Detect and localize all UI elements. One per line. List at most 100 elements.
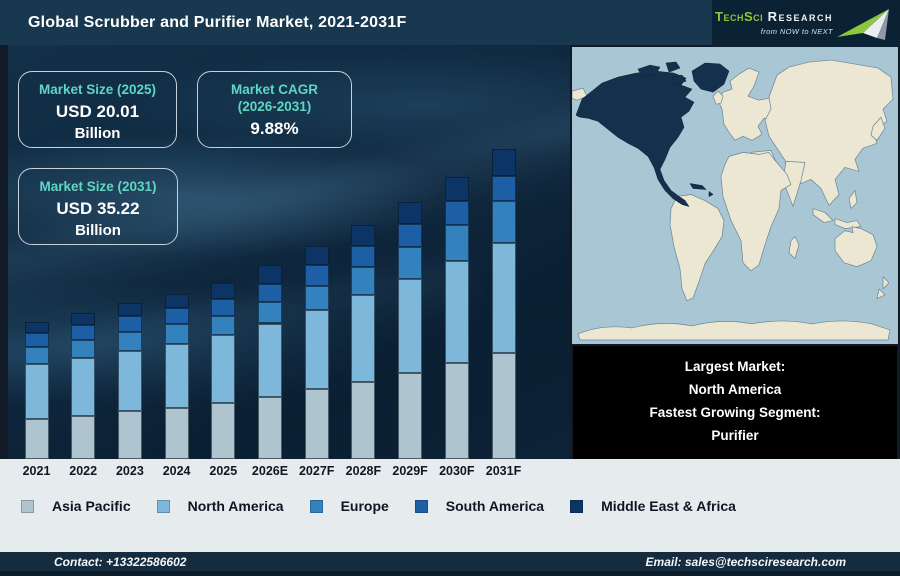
bar-segment-europe xyxy=(258,302,282,324)
map-australia xyxy=(834,226,878,268)
bar-segment-europe xyxy=(491,201,516,244)
stat-unit: Billion xyxy=(74,125,121,142)
bar-segment-north-america xyxy=(491,243,516,354)
legend-swatch xyxy=(21,499,34,513)
x-axis-label: 2022 xyxy=(69,464,98,478)
bar-segment-middle-east-africa xyxy=(164,293,189,308)
bar-segment-north-america xyxy=(71,357,96,416)
stat-unit: Billion xyxy=(75,222,121,239)
stat-box-market-size-2025: Market Size (2025) USD 20.01 Billion xyxy=(18,71,177,148)
bar-segment-south-america xyxy=(258,283,282,303)
bar-segment-middle-east-africa xyxy=(117,303,142,317)
x-axis-label: 2027F xyxy=(298,464,335,478)
brand-logo: TechSci Research from NOW to NEXT xyxy=(712,0,900,47)
bar-segment-asia-pacific xyxy=(117,411,142,459)
chart-panel: Market Size (2025) USD 20.01 Billion Mar… xyxy=(8,45,570,459)
bar-segment-north-america xyxy=(258,323,282,397)
bar-segment-middle-east-africa xyxy=(258,265,282,284)
brand-logo-text: TechSci Research from NOW to NEXT xyxy=(715,10,833,38)
x-axis-label: 2026E xyxy=(251,464,289,478)
map-indonesia xyxy=(812,208,834,223)
north-america-highlight xyxy=(575,70,695,207)
bar-segment-south-america xyxy=(24,333,49,348)
map-south-america xyxy=(669,194,725,302)
map-madagascar xyxy=(788,236,800,260)
bar-segment-asia-pacific xyxy=(491,353,516,459)
bar-segment-middle-east-africa xyxy=(491,149,516,176)
x-axis-label: 2025 xyxy=(209,464,238,478)
bar-segment-middle-east-africa xyxy=(351,224,376,247)
bar-segment-europe xyxy=(24,347,49,364)
info-line: Purifier xyxy=(711,428,759,443)
legend-item: Asia Pacific xyxy=(21,498,131,514)
bar-segment-south-america xyxy=(444,201,469,225)
bar-segment-europe xyxy=(304,285,329,311)
legend-label: Middle East & Africa xyxy=(601,498,736,514)
info-line: Largest Market: xyxy=(684,359,786,374)
bar-segment-middle-east-africa xyxy=(71,312,96,326)
bar-segment-north-america xyxy=(24,363,49,420)
bar-segment-south-america xyxy=(304,265,329,286)
map-caribbean xyxy=(689,183,707,190)
bar-segment-europe xyxy=(444,224,469,261)
bar-segment-middle-east-africa xyxy=(444,176,469,202)
map-arctic-island xyxy=(637,64,661,77)
legend-item: Europe xyxy=(309,498,389,514)
bar-segment-north-america xyxy=(351,295,376,382)
bar-segment-europe xyxy=(71,340,96,358)
info-line: Fastest Growing Segment: xyxy=(649,405,821,420)
info-line: North America xyxy=(688,382,782,397)
brand-tagline: from NOW to NEXT xyxy=(760,26,833,36)
bar-segment-asia-pacific xyxy=(211,402,236,459)
map-africa xyxy=(720,152,792,272)
map-new-zealand xyxy=(882,276,890,290)
legend-swatch xyxy=(570,499,584,513)
legend: Asia Pacific North America Europe South Ame… xyxy=(0,498,900,514)
bar-segment-south-america xyxy=(351,246,376,268)
contact-text: Contact: +13322586602 xyxy=(54,554,187,569)
bar-segment-south-america xyxy=(398,224,423,247)
x-axis-labels: 2021 2022 2023 2024 2025 2026E 2027F 2028F 2029F… xyxy=(8,459,570,483)
bar-segment-europe xyxy=(211,315,236,335)
map-arctic-island xyxy=(665,61,681,73)
x-axis-label: 2024 xyxy=(162,464,191,478)
bar-segment-asia-pacific xyxy=(24,419,49,459)
bar-segment-europe xyxy=(117,332,142,351)
bar-segment-asia-pacific xyxy=(304,389,329,459)
footer-bar: Contact: +13322586602 Email: sales@techs… xyxy=(0,552,900,576)
x-axis-label: 2030F xyxy=(439,464,475,478)
largest-market-box: Largest Market: North America Fastest Gr… xyxy=(573,346,897,459)
legend-swatch xyxy=(156,499,170,513)
world-map xyxy=(572,47,898,344)
legend-label: Asia Pacific xyxy=(52,498,131,514)
bar-segment-europe xyxy=(164,324,189,344)
bar-segment-north-america xyxy=(398,278,423,373)
bar-segment-middle-east-africa xyxy=(398,202,423,225)
stat-title: Market Size (2031) xyxy=(39,179,157,194)
stat-value: USD 35.22 xyxy=(56,199,140,218)
brand-name-primary: TechSci xyxy=(715,8,764,24)
stat-value: USD 20.01 xyxy=(55,102,140,121)
stat-title-line2: (2026-2031) xyxy=(237,99,312,114)
stat-value: 9.88% xyxy=(250,119,299,138)
bar-chart xyxy=(8,45,570,459)
brand-name-secondary: Research xyxy=(767,8,833,24)
map-greenland xyxy=(691,62,730,93)
stat-box-market-cagr: Market CAGR (2026-2031) 9.88% xyxy=(197,71,352,148)
x-axis-label: 2021 xyxy=(22,464,51,478)
stat-box-market-size-2031: Market Size (2031) USD 35.22 Billion xyxy=(18,168,178,245)
bar-segment-south-america xyxy=(117,316,142,333)
x-axis-label: 2023 xyxy=(115,464,144,478)
bar-segment-asia-pacific xyxy=(398,372,423,459)
bar-segment-south-america xyxy=(491,175,516,202)
stat-title: Market CAGR xyxy=(230,82,319,97)
bar-segment-north-america xyxy=(117,350,142,412)
bar-segment-asia-pacific xyxy=(258,396,282,459)
legend-item: South America xyxy=(414,498,544,514)
bar-segment-north-america xyxy=(211,334,236,403)
logo-arrow-icon xyxy=(837,8,889,40)
bar-segment-middle-east-africa xyxy=(211,283,236,299)
bar-segment-asia-pacific xyxy=(351,381,376,459)
map-new-zealand-south xyxy=(876,288,886,300)
